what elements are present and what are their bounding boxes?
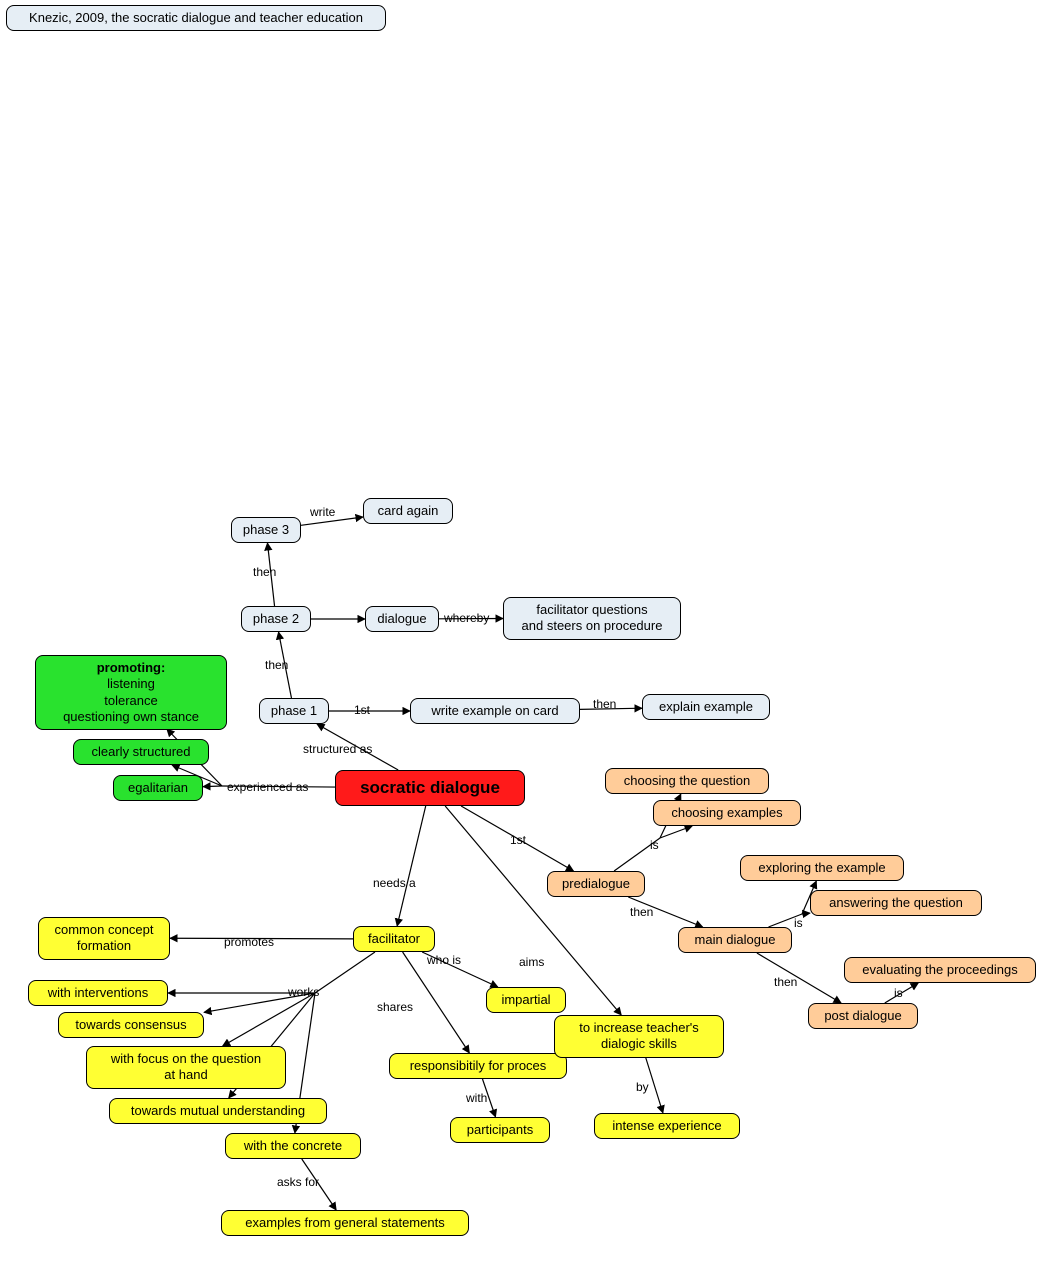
node-text: predialogue (562, 876, 630, 892)
node-text: impartial (501, 992, 550, 1008)
node-toward_cons: towards consensus (58, 1012, 204, 1038)
promoting-line: tolerance (104, 693, 157, 709)
edge-label: 1st (510, 833, 526, 847)
node-text: card again (378, 503, 439, 519)
node-text: answering the question (829, 895, 963, 911)
node-phase1: phase 1 (259, 698, 329, 724)
node-text: main dialogue (695, 932, 776, 948)
node-text: dialogue (377, 611, 426, 627)
node-predialogue: predialogue (547, 871, 645, 897)
node-text: post dialogue (824, 1008, 901, 1024)
node-text: exploring the example (758, 860, 885, 876)
edge-label: whereby (444, 611, 489, 625)
edge-label: experienced as (227, 780, 308, 794)
edge-label: aims (519, 955, 544, 969)
node-text: phase 3 (243, 522, 289, 538)
node-egalitarian: egalitarian (113, 775, 203, 801)
promoting-line: listening (107, 676, 155, 692)
node-promoting: promoting:listeningtolerancequestioning … (35, 655, 227, 730)
edge-label: then (593, 697, 616, 711)
node-text: choosing examples (671, 805, 782, 821)
node-text: facilitator questions and steers on proc… (522, 602, 663, 635)
node-text: towards consensus (75, 1017, 186, 1033)
promoting-title: promoting: (97, 660, 166, 676)
edge-label: then (774, 975, 797, 989)
node-focus_q: with focus on the question at hand (86, 1046, 286, 1089)
node-text: evaluating the proceedings (862, 962, 1017, 978)
node-intense: intense experience (594, 1113, 740, 1139)
node-clearly: clearly structured (73, 739, 209, 765)
node-choose_q: choosing the question (605, 768, 769, 794)
node-card_again: card again (363, 498, 453, 524)
node-impartial: impartial (486, 987, 566, 1013)
edge-label: then (630, 905, 653, 919)
node-text: common concept formation (55, 922, 154, 955)
node-mutual: towards mutual understanding (109, 1098, 327, 1124)
node-participants: participants (450, 1117, 550, 1143)
node-text: write example on card (431, 703, 558, 719)
promoting-line: questioning own stance (63, 709, 199, 725)
node-text: with interventions (48, 985, 148, 1001)
edge-label: is (794, 916, 803, 930)
node-post_dlg: post dialogue (808, 1003, 918, 1029)
edge-label: needs a (373, 876, 416, 890)
node-write_card: write example on card (410, 698, 580, 724)
node-text: with the concrete (244, 1138, 342, 1154)
node-text: phase 1 (271, 703, 317, 719)
node-fac_steers: facilitator questions and steers on proc… (503, 597, 681, 640)
node-answer_q: answering the question (810, 890, 982, 916)
edge-label: then (253, 565, 276, 579)
node-text: choosing the question (624, 773, 750, 789)
node-text: socratic dialogue (360, 777, 500, 798)
edge-label: promotes (224, 935, 274, 949)
node-text: phase 2 (253, 611, 299, 627)
node-explain_ex: explain example (642, 694, 770, 720)
node-dialogue: dialogue (365, 606, 439, 632)
node-text: facilitator (368, 931, 420, 947)
node-phase2: phase 2 (241, 606, 311, 632)
node-eval_proc: evaluating the proceedings (844, 957, 1036, 983)
edge-label: shares (377, 1000, 413, 1014)
node-facilitator: facilitator (353, 926, 435, 952)
node-text: intense experience (612, 1118, 721, 1134)
node-resp_proc: responsibitily for proces (389, 1053, 567, 1079)
node-ccf: common concept formation (38, 917, 170, 960)
edge-label: is (650, 838, 659, 852)
node-ex_general: examples from general statements (221, 1210, 469, 1236)
node-main_dlg: main dialogue (678, 927, 792, 953)
edge-label: is (894, 986, 903, 1000)
node-choose_ex: choosing examples (653, 800, 801, 826)
node-socratic: socratic dialogue (335, 770, 525, 806)
node-text: towards mutual understanding (131, 1103, 305, 1119)
edge-label: write (310, 505, 335, 519)
edge-label: with (466, 1091, 487, 1105)
node-text: responsibitily for proces (410, 1058, 547, 1074)
edge-label: who is (427, 953, 461, 967)
edge-label: then (265, 658, 288, 672)
node-text: to increase teacher's dialogic skills (579, 1020, 699, 1053)
node-aims_inc: to increase teacher's dialogic skills (554, 1015, 724, 1058)
node-with_int: with interventions (28, 980, 168, 1006)
edge-label: structured as (303, 742, 372, 756)
node-explore_ex: exploring the example (740, 855, 904, 881)
node-text: explain example (659, 699, 753, 715)
node-title: Knezic, 2009, the socratic dialogue and … (6, 5, 386, 31)
node-text: participants (467, 1122, 533, 1138)
edge-label: asks for (277, 1175, 319, 1189)
edge-label: 1st (354, 703, 370, 717)
node-text: clearly structured (92, 744, 191, 760)
edge-label: works (288, 985, 319, 999)
node-text: egalitarian (128, 780, 188, 796)
node-with_conc: with the concrete (225, 1133, 361, 1159)
node-text: examples from general statements (245, 1215, 444, 1231)
node-phase3: phase 3 (231, 517, 301, 543)
node-text: with focus on the question at hand (111, 1051, 261, 1084)
node-text: Knezic, 2009, the socratic dialogue and … (29, 10, 363, 26)
edge-label: by (636, 1080, 649, 1094)
